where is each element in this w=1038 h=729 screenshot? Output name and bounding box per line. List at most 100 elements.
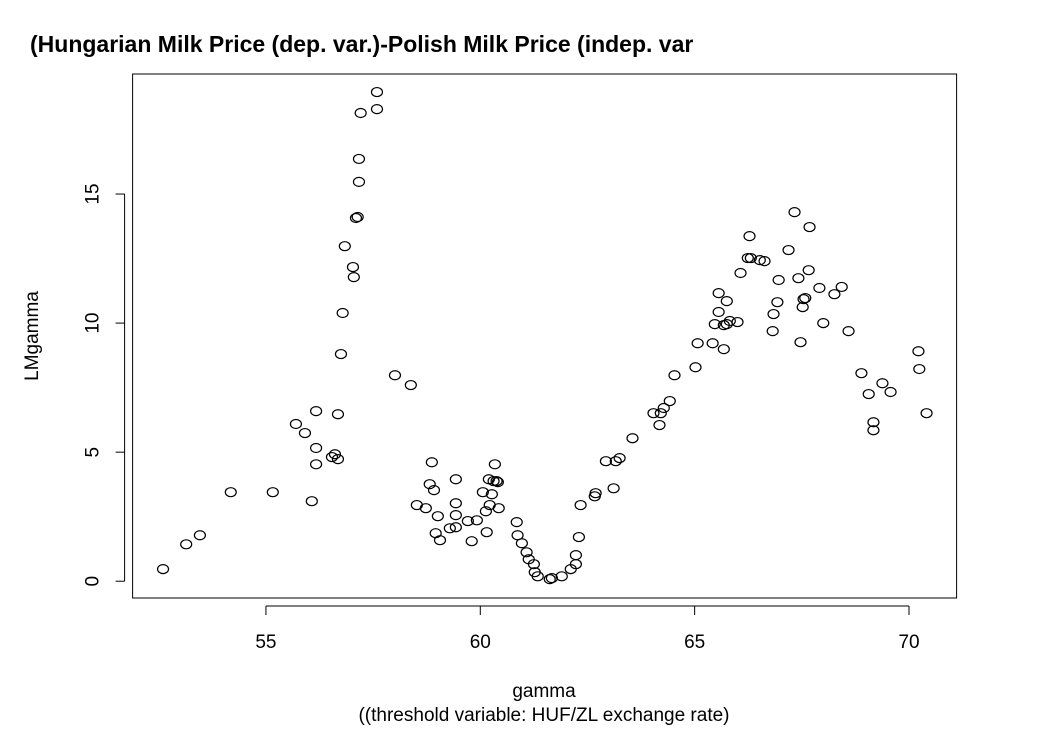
point — [449, 474, 462, 485]
point — [912, 346, 925, 357]
point — [429, 528, 442, 539]
point — [334, 348, 348, 360]
point — [589, 488, 602, 499]
point — [476, 487, 489, 498]
point — [653, 419, 666, 431]
point — [423, 479, 436, 490]
point — [305, 496, 318, 507]
y-tick-label: 0 — [83, 576, 104, 587]
point — [668, 370, 681, 381]
point — [828, 289, 841, 300]
point — [691, 338, 704, 349]
point — [731, 316, 744, 328]
point — [855, 368, 868, 379]
point — [156, 563, 170, 575]
point — [741, 252, 754, 264]
point — [663, 395, 676, 407]
point — [470, 515, 483, 526]
point — [461, 515, 474, 527]
x-tick-label: 60 — [470, 632, 491, 653]
point — [404, 379, 417, 391]
point — [794, 337, 807, 348]
point — [425, 457, 438, 468]
point — [772, 274, 785, 286]
point — [813, 282, 826, 294]
point — [370, 86, 384, 98]
point — [449, 510, 462, 521]
point — [803, 221, 816, 233]
point — [485, 489, 498, 500]
point — [351, 211, 364, 223]
point — [180, 539, 193, 550]
point — [491, 477, 504, 488]
point — [867, 417, 880, 428]
point — [465, 536, 478, 547]
point — [289, 418, 303, 430]
point — [706, 338, 719, 349]
point — [884, 386, 897, 398]
point — [842, 325, 855, 337]
point — [488, 459, 501, 470]
chart-title: (Hungarian Milk Price (dep. var.)-Polish… — [30, 31, 693, 57]
point — [515, 538, 528, 549]
point — [309, 459, 323, 470]
point — [712, 288, 725, 299]
point — [325, 451, 339, 463]
point — [443, 523, 456, 534]
point — [609, 456, 622, 467]
point — [797, 293, 810, 305]
x-tick-label: 65 — [684, 632, 705, 653]
point — [599, 456, 613, 467]
point — [920, 408, 933, 419]
point — [388, 370, 402, 381]
point — [867, 425, 880, 436]
point — [331, 454, 345, 465]
point — [520, 547, 533, 558]
point — [689, 362, 702, 373]
point — [266, 487, 279, 498]
point — [510, 517, 523, 528]
point — [449, 498, 462, 509]
y-tick-label: 5 — [83, 447, 104, 458]
plot-box — [132, 73, 958, 599]
point — [862, 388, 875, 400]
point — [336, 307, 349, 319]
point — [753, 255, 766, 266]
point — [743, 231, 756, 242]
point — [572, 531, 585, 543]
y-axis-label: LMgamma — [22, 291, 43, 381]
point — [427, 485, 441, 496]
point — [799, 292, 812, 304]
x-tick-label: 70 — [898, 632, 919, 653]
point — [370, 104, 384, 115]
point — [433, 535, 447, 546]
point — [449, 522, 462, 533]
point — [431, 511, 444, 522]
point — [717, 344, 730, 355]
point — [543, 574, 556, 585]
point — [782, 244, 795, 256]
subtitle: ((threshold variable: HUF/ZL exchange ra… — [358, 705, 729, 726]
point — [802, 265, 815, 276]
point — [626, 433, 639, 444]
point — [309, 406, 323, 417]
point — [766, 325, 779, 337]
point — [309, 442, 323, 454]
point — [555, 571, 568, 582]
point — [347, 272, 360, 283]
point — [817, 317, 830, 329]
x-tick-label: 55 — [255, 632, 276, 653]
point — [193, 530, 207, 541]
point — [352, 153, 366, 165]
y-tick-label: 10 — [83, 313, 104, 334]
point — [490, 475, 503, 487]
point — [734, 267, 747, 279]
point — [767, 308, 780, 320]
point — [613, 452, 626, 464]
point — [492, 503, 505, 514]
point — [331, 409, 345, 420]
point — [771, 297, 784, 308]
point — [298, 427, 312, 439]
